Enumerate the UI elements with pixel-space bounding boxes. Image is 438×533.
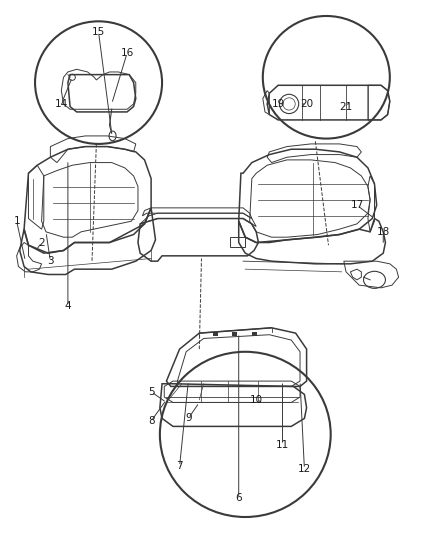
Text: 21: 21 [339, 102, 353, 111]
Text: 11: 11 [276, 440, 289, 450]
Bar [232, 332, 237, 336]
Text: 18: 18 [377, 227, 390, 237]
Text: 15: 15 [92, 27, 105, 37]
Text: 2: 2 [38, 238, 45, 247]
Bar [252, 332, 257, 336]
Text: 12: 12 [298, 464, 311, 474]
Text: 10: 10 [250, 395, 263, 405]
Text: 4: 4 [64, 302, 71, 311]
Text: 6: 6 [235, 494, 242, 503]
Bar [230, 237, 245, 247]
Text: 1: 1 [13, 216, 20, 226]
Text: 19: 19 [272, 99, 285, 109]
Bar [212, 332, 218, 336]
Text: 8: 8 [148, 416, 155, 426]
Text: 16: 16 [120, 49, 134, 58]
Text: 14: 14 [55, 99, 68, 109]
Text: 3: 3 [47, 256, 54, 266]
Text: 5: 5 [148, 387, 155, 397]
Text: 7: 7 [176, 462, 183, 471]
Text: 20: 20 [300, 99, 313, 109]
Text: 17: 17 [350, 200, 364, 210]
Text: 9: 9 [185, 414, 192, 423]
